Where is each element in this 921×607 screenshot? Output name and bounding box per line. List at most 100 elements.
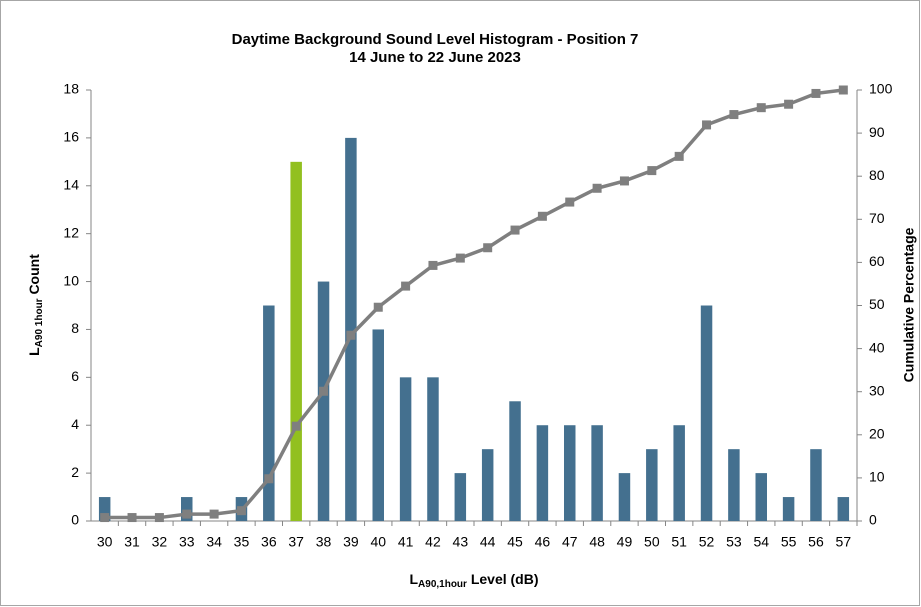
bar bbox=[564, 425, 576, 521]
bar bbox=[181, 497, 193, 521]
x-tick-label: 49 bbox=[617, 534, 633, 550]
x-tick-label: 30 bbox=[97, 534, 113, 550]
x-label-rest: Level (dB) bbox=[467, 571, 539, 587]
x-tick-label: 43 bbox=[453, 534, 469, 550]
bar bbox=[263, 305, 275, 521]
bar bbox=[755, 473, 767, 521]
line-marker bbox=[702, 120, 712, 130]
y-tick-label: 6 bbox=[71, 368, 79, 384]
line-marker bbox=[455, 253, 465, 263]
bar bbox=[591, 425, 603, 521]
x-tick-label: 35 bbox=[234, 534, 250, 550]
bar bbox=[372, 329, 384, 521]
bar bbox=[837, 497, 850, 521]
bar bbox=[618, 473, 631, 521]
y2-tick-label: 30 bbox=[869, 382, 885, 398]
x-tick-label: 37 bbox=[288, 534, 304, 550]
x-tick-label: 36 bbox=[261, 534, 277, 550]
line-marker bbox=[592, 183, 602, 193]
x-tick-label: 55 bbox=[781, 534, 797, 550]
bar bbox=[810, 449, 822, 521]
line-marker bbox=[838, 85, 848, 95]
x-tick-label: 32 bbox=[152, 534, 168, 550]
y-axis-label: LA90 1hour Count bbox=[26, 254, 45, 356]
x-label-sub: A90,1hour bbox=[418, 579, 467, 590]
x-tick-label: 44 bbox=[480, 534, 496, 550]
line-marker bbox=[127, 513, 137, 523]
y2-tick-label: 60 bbox=[869, 253, 885, 269]
y2-tick-label: 40 bbox=[869, 339, 885, 355]
y-tick-label: 10 bbox=[63, 272, 79, 288]
x-tick-label: 53 bbox=[726, 534, 742, 550]
bar bbox=[399, 377, 412, 521]
bar bbox=[646, 449, 658, 521]
line-marker bbox=[236, 506, 246, 516]
line-marker bbox=[373, 302, 383, 312]
y-tick-label: 12 bbox=[63, 224, 79, 240]
y-tick-label: 16 bbox=[63, 129, 79, 145]
y2-tick-label: 90 bbox=[869, 124, 885, 140]
line-marker bbox=[565, 197, 575, 207]
line-marker bbox=[291, 421, 301, 431]
y2-tick-label: 100 bbox=[869, 81, 893, 97]
bar bbox=[427, 377, 439, 521]
line bbox=[104, 88, 844, 520]
y-label-rest: Count bbox=[26, 254, 42, 299]
bar bbox=[728, 449, 740, 521]
y-tick-label: 0 bbox=[71, 512, 79, 528]
line-marker bbox=[674, 151, 684, 161]
x-tick-label: 52 bbox=[699, 534, 715, 550]
x-tick-label: 47 bbox=[562, 534, 578, 550]
line-marker bbox=[154, 513, 164, 523]
y2-tick-label: 50 bbox=[869, 296, 885, 312]
bar bbox=[536, 425, 549, 521]
y2-tick-label: 20 bbox=[869, 426, 885, 442]
x-tick-label: 51 bbox=[671, 534, 687, 550]
y-tick-label: 4 bbox=[71, 416, 79, 432]
line-marker bbox=[264, 474, 274, 484]
y-label-sub: A90 1hour bbox=[34, 298, 45, 347]
x-axis-label: LA90,1hour Level (dB) bbox=[409, 571, 538, 590]
x-label-main: L bbox=[409, 571, 418, 587]
bar bbox=[345, 137, 357, 521]
x-tick-label: 31 bbox=[124, 534, 140, 550]
bar bbox=[673, 425, 685, 521]
x-tick-label: 38 bbox=[316, 534, 332, 550]
bar bbox=[481, 449, 494, 521]
y2-tick-label: 70 bbox=[869, 210, 885, 226]
line-marker bbox=[319, 386, 329, 396]
x-tick-label: 34 bbox=[206, 534, 222, 550]
x-tick-label: 40 bbox=[370, 534, 386, 550]
x-tick-label: 46 bbox=[535, 534, 551, 550]
line-marker bbox=[428, 260, 438, 270]
line-marker bbox=[182, 509, 192, 519]
x-tick-label: 42 bbox=[425, 534, 441, 550]
y2-tick-label: 80 bbox=[869, 167, 885, 183]
bar bbox=[290, 161, 302, 522]
x-tick-label: 57 bbox=[836, 534, 852, 550]
x-tick-label: 56 bbox=[808, 534, 824, 550]
bar bbox=[700, 305, 713, 521]
line-marker bbox=[100, 513, 110, 523]
bar bbox=[782, 497, 795, 521]
line-marker bbox=[483, 243, 493, 253]
line-marker bbox=[811, 88, 821, 98]
line-marker bbox=[729, 110, 739, 120]
y2-tick-label: 0 bbox=[869, 512, 877, 528]
y2-axis-label: Cumulative Percentage bbox=[901, 227, 917, 382]
bar bbox=[317, 281, 330, 521]
line-marker bbox=[510, 225, 520, 235]
line-marker bbox=[209, 509, 219, 519]
line-marker bbox=[537, 211, 547, 221]
bar bbox=[98, 497, 111, 521]
line-marker bbox=[756, 103, 766, 113]
x-tick-label: 54 bbox=[753, 534, 769, 550]
x-tick-label: 50 bbox=[644, 534, 660, 550]
y-tick-label: 14 bbox=[63, 176, 79, 192]
line-marker bbox=[346, 330, 356, 340]
x-tick-label: 48 bbox=[589, 534, 605, 550]
y2-tick-label: 10 bbox=[869, 469, 885, 485]
x-tick-label: 33 bbox=[179, 534, 195, 550]
y-tick-label: 8 bbox=[71, 320, 79, 336]
